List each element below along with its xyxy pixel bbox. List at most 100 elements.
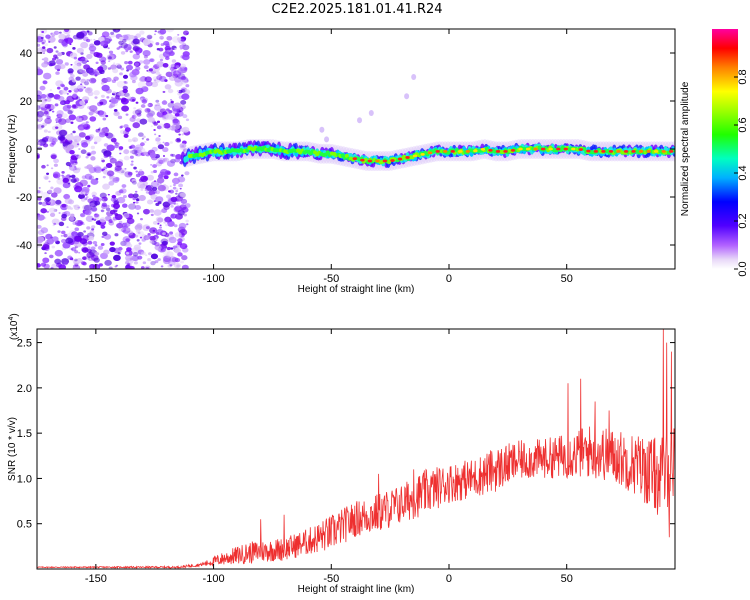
noise-blob (150, 163, 153, 166)
noise-blob (132, 122, 141, 129)
noise-blob (53, 173, 59, 178)
noise-blob (168, 259, 176, 266)
noise-blob (113, 62, 116, 65)
noise-blob (145, 254, 148, 257)
noise-blob (162, 51, 171, 58)
noise-blob (82, 191, 86, 194)
noise-blob (154, 140, 157, 142)
noise-blob (152, 76, 159, 81)
noise-blob (91, 225, 96, 229)
noise-blob (157, 157, 166, 165)
snr-y-multiplier-base: (x10 (9, 320, 20, 340)
noise-blob (62, 177, 70, 183)
snr-y-multiplier-exp: 4 (8, 317, 15, 321)
noise-blob (132, 251, 139, 257)
noise-blob (74, 258, 78, 262)
noise-blob (150, 171, 154, 174)
noise-blob (61, 213, 67, 219)
noise-blob (124, 171, 133, 178)
spectrogram-marks (37, 29, 675, 269)
noise-blob (174, 112, 180, 117)
noise-blob (55, 199, 62, 205)
noise-blob (62, 105, 71, 112)
noise-blob (41, 164, 46, 169)
noise-blob (43, 174, 50, 180)
noise-blob (155, 70, 160, 75)
noise-blob (146, 174, 155, 181)
noise-blob (158, 73, 162, 77)
spectrogram-blob (357, 117, 363, 124)
noise-blob (170, 98, 173, 101)
ridge-peak (540, 147, 546, 151)
ridge-peak (669, 150, 674, 153)
noise-blob (174, 232, 182, 238)
noise-blob (141, 234, 147, 239)
noise-blob (112, 177, 120, 183)
noise-blob (153, 129, 156, 131)
noise-blob (152, 164, 157, 168)
noise-blob (135, 201, 139, 204)
noise-blob (70, 213, 75, 218)
noise-blob (153, 180, 157, 182)
noise-blob (56, 113, 63, 119)
spectrogram-blob (324, 136, 330, 143)
spectrogram-y-tick-label: 20 (20, 96, 32, 108)
noise-blob (133, 107, 137, 110)
noise-blob (67, 255, 73, 260)
noise-blob (170, 196, 178, 203)
noise-blob (134, 62, 140, 67)
noise-blob (110, 33, 116, 38)
noise-blob (127, 146, 130, 149)
noise-blob (66, 233, 72, 238)
noise-blob (158, 135, 161, 137)
noise-blob (51, 263, 59, 269)
spectrogram-blob (404, 93, 410, 100)
noise-blob (103, 249, 110, 255)
noise-blob (46, 47, 54, 54)
noise-blob (86, 87, 91, 91)
noise-blob (176, 80, 180, 83)
noise-blob (51, 141, 56, 145)
noise-blob (83, 86, 86, 89)
noise-blob (132, 110, 139, 116)
noise-blob (82, 123, 91, 130)
noise-blob (161, 100, 168, 105)
noise-blob (106, 144, 115, 152)
noise-blob (57, 95, 65, 102)
noise-blob (140, 175, 149, 182)
noise-blob (63, 86, 69, 91)
noise-blob (162, 90, 166, 94)
noise-blob (113, 111, 120, 117)
noise-blob (44, 103, 51, 109)
noise-blob (81, 70, 86, 74)
noise-blob (163, 175, 169, 180)
noise-blob (46, 164, 49, 167)
noise-blob (55, 50, 59, 53)
noise-blob (140, 142, 145, 147)
noise-blob (135, 87, 144, 95)
noise-blob (54, 249, 63, 257)
noise-blob (90, 155, 96, 160)
noise-blob (55, 71, 60, 75)
noise-blob (166, 171, 171, 175)
noise-blob (180, 68, 185, 72)
noise-blob (66, 205, 72, 210)
noise-blob (177, 176, 186, 183)
noise-blob (61, 113, 68, 119)
noise-blob (49, 212, 56, 217)
noise-blob (174, 48, 177, 51)
noise-blob (157, 201, 162, 205)
noise-blob (58, 129, 68, 137)
noise-blob (143, 55, 148, 59)
noise-blob (110, 197, 116, 202)
noise-blob (142, 224, 151, 232)
noise-blob (139, 236, 143, 239)
noise-blob (84, 249, 87, 252)
noise-blob (63, 233, 68, 238)
noise-blob (181, 174, 184, 177)
noise-blob (118, 250, 122, 253)
noise-blob (149, 235, 156, 241)
noise-blob (84, 173, 93, 180)
noise-blob (90, 178, 99, 185)
spectrogram-panel: -150 -100 -50 0 50 -40 -20 0 20 40 Height of str… (7, 28, 676, 295)
